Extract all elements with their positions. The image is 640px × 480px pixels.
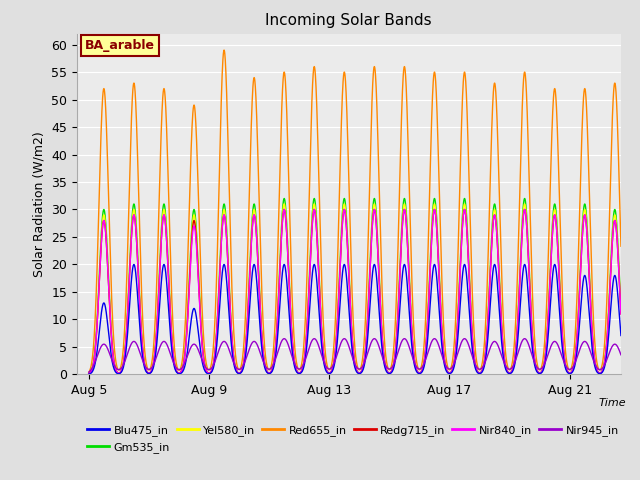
Legend: Blu475_in, Gm535_in, Yel580_in, Red655_in, Redg715_in, Nir840_in, Nir945_in: Blu475_in, Gm535_in, Yel580_in, Red655_i… xyxy=(83,421,623,457)
Title: Incoming Solar Bands: Incoming Solar Bands xyxy=(266,13,432,28)
Text: BA_arable: BA_arable xyxy=(85,39,155,52)
Y-axis label: Solar Radiation (W/m2): Solar Radiation (W/m2) xyxy=(33,131,45,277)
Text: Time: Time xyxy=(598,398,626,408)
